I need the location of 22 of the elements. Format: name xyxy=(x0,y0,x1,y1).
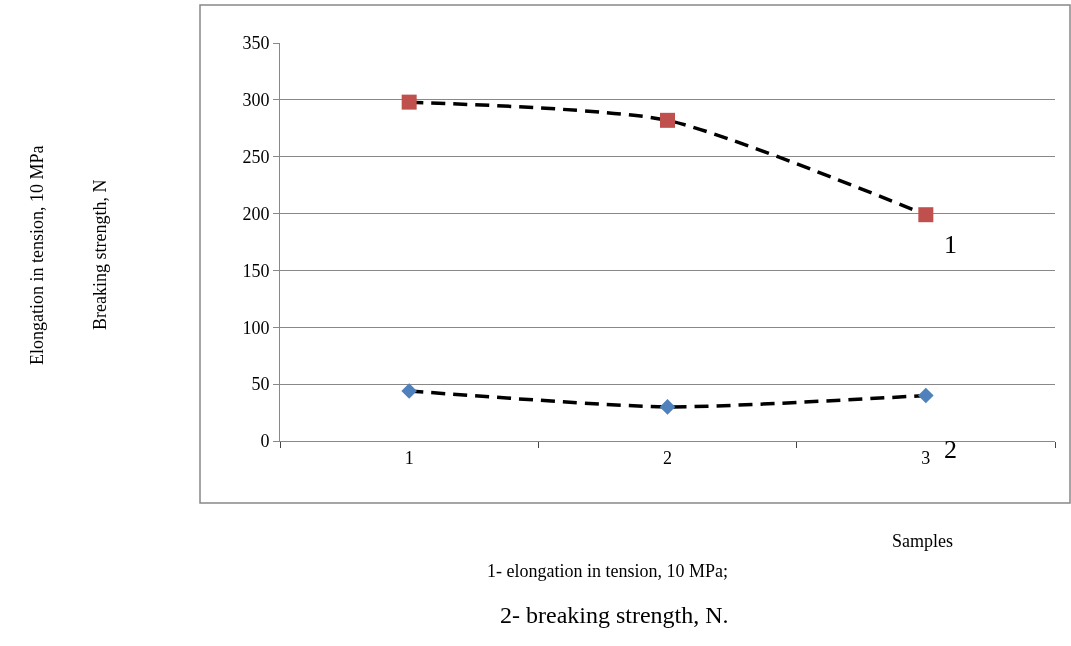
y-tick-label: 200 xyxy=(242,203,270,224)
point xyxy=(660,112,675,128)
y-tick-label: 0 xyxy=(260,431,270,452)
point xyxy=(918,207,934,223)
text: Elongation in tension, 10 MPa Breaking strength, N xyxy=(27,145,110,365)
series-label: 1 xyxy=(944,230,957,259)
y-tick-label: 250 xyxy=(242,147,270,168)
point xyxy=(401,94,417,110)
x-tick-label: 3 xyxy=(921,447,931,468)
text: 2- breaking strength, N. xyxy=(500,602,729,628)
text: 1- elongation in tension, 10 MPa; xyxy=(487,561,728,581)
x-tick-label: 1 xyxy=(404,447,414,468)
y-tick-label: 150 xyxy=(242,260,270,281)
text: Samples xyxy=(892,531,953,551)
x-tick-label: 2 xyxy=(663,447,672,468)
y-tick-label: 300 xyxy=(242,90,270,111)
y-tick-label: 350 xyxy=(242,33,270,54)
y-tick-label: 50 xyxy=(251,374,270,395)
point xyxy=(659,399,676,415)
y-tick-label: 100 xyxy=(242,317,270,338)
point xyxy=(401,383,417,399)
point xyxy=(918,387,934,404)
